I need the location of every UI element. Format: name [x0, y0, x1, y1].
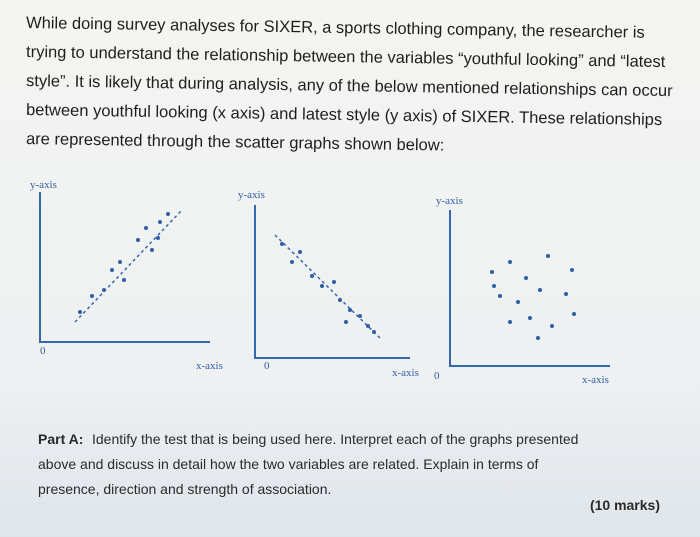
y-axis-label: y-axis [238, 189, 265, 201]
x-axis-label: x-axis [196, 360, 223, 372]
trend-line [74, 209, 183, 323]
graph-1 [39, 192, 210, 343]
part-a: Identify the test that is being used her… [38, 431, 578, 497]
dots [78, 212, 170, 314]
axes [39, 192, 210, 343]
axes [449, 210, 610, 367]
dots [280, 242, 376, 334]
graph-2 [254, 205, 410, 359]
axes [254, 205, 410, 359]
dots [490, 254, 576, 340]
part-a-line: above and discuss in detail how the two … [38, 456, 538, 472]
trend-line [274, 234, 383, 341]
origin-label: 0 [434, 370, 440, 382]
part-a-line: Identify the test that is being used her… [92, 431, 578, 447]
marks: (10 marks) [590, 497, 660, 513]
y-axis-label: y-axis [30, 179, 57, 191]
x-axis-label: x-axis [582, 374, 609, 386]
part-label: Part A: [38, 431, 83, 447]
origin-label: 0 [40, 345, 46, 357]
x-axis-label: x-axis [392, 367, 419, 379]
part-a-line: presence, direction and strength of asso… [38, 481, 331, 497]
origin-label: 0 [264, 360, 270, 372]
graph-3 [449, 210, 610, 367]
y-axis-label: y-axis [436, 195, 463, 207]
